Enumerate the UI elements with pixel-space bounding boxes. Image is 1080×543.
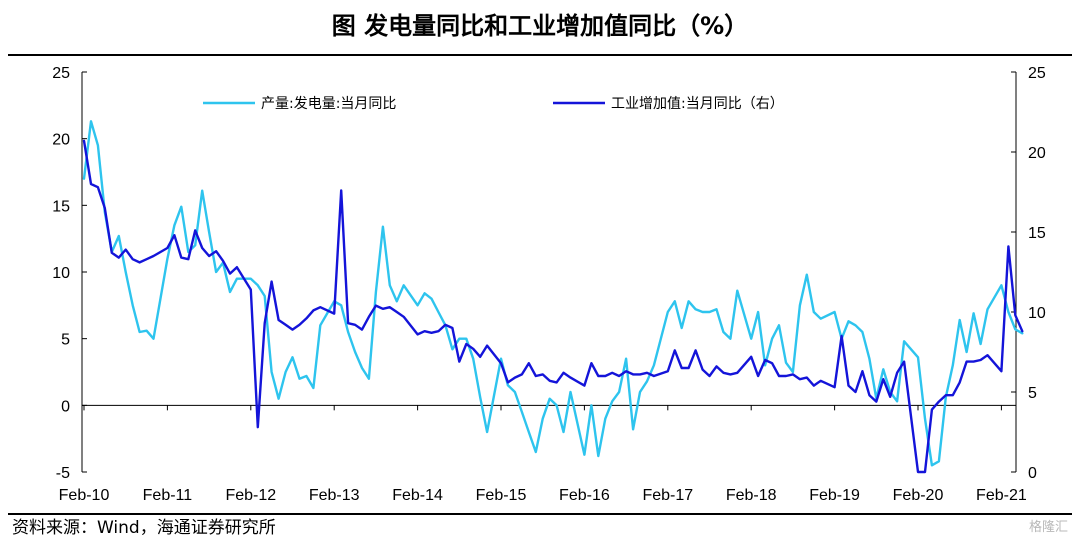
x-tick-label: Feb-17 xyxy=(642,487,693,504)
chart-axes: 25 20 15 10 5 0 -5 25 20 15 10 5 0 Feb-10 Feb-11 Feb-12… xyxy=(52,65,1046,504)
title-rule xyxy=(8,54,1072,56)
left-tick-label: -5 xyxy=(56,465,70,482)
right-tick-label: 25 xyxy=(1028,65,1046,82)
left-tick-label: 25 xyxy=(52,65,70,82)
source-note: 资料来源：Wind，海通证券研究所 xyxy=(12,518,276,538)
series-line-1 xyxy=(82,120,1024,467)
x-tick-label: Feb-19 xyxy=(809,487,860,504)
x-tick-label: Feb-11 xyxy=(143,487,193,504)
watermark-logo: 格隆汇 xyxy=(1028,520,1068,535)
right-tick-label: 5 xyxy=(1028,385,1037,402)
left-tick-label: 0 xyxy=(61,398,70,415)
chart-title: 图 发电量同比和工业增加值同比（%） xyxy=(331,12,749,40)
x-tick-label: Feb-14 xyxy=(392,487,443,504)
x-tick-label: Feb-16 xyxy=(559,487,610,504)
chart-legend: 产量:发电量:当月同比 工业增加值:当月同比（右） xyxy=(203,96,784,112)
x-tick-label: Feb-10 xyxy=(59,487,110,504)
right-tick-label: 20 xyxy=(1028,145,1046,162)
x-tick-label: Feb-12 xyxy=(225,487,276,504)
right-tick-label: 15 xyxy=(1028,225,1046,242)
chart-lines xyxy=(82,120,1024,474)
left-tick-label: 20 xyxy=(52,132,70,149)
x-tick-label: Feb-15 xyxy=(476,487,527,504)
left-tick-label: 10 xyxy=(52,265,70,282)
right-tick-label: 0 xyxy=(1028,465,1037,482)
legend-label-2: 工业增加值:当月同比（右） xyxy=(611,96,784,112)
x-tick-label: Feb-20 xyxy=(893,487,944,504)
x-tick-label: Feb-13 xyxy=(309,487,360,504)
x-tick-label: Feb-21 xyxy=(976,487,1027,504)
source-rule xyxy=(8,513,1072,515)
right-tick-label: 10 xyxy=(1028,305,1046,322)
series-line-2 xyxy=(82,139,1024,474)
x-tick-label: Feb-18 xyxy=(726,487,777,504)
left-tick-label: 5 xyxy=(61,332,70,349)
left-tick-label: 15 xyxy=(52,198,70,215)
legend-label-1: 产量:发电量:当月同比 xyxy=(261,96,396,112)
